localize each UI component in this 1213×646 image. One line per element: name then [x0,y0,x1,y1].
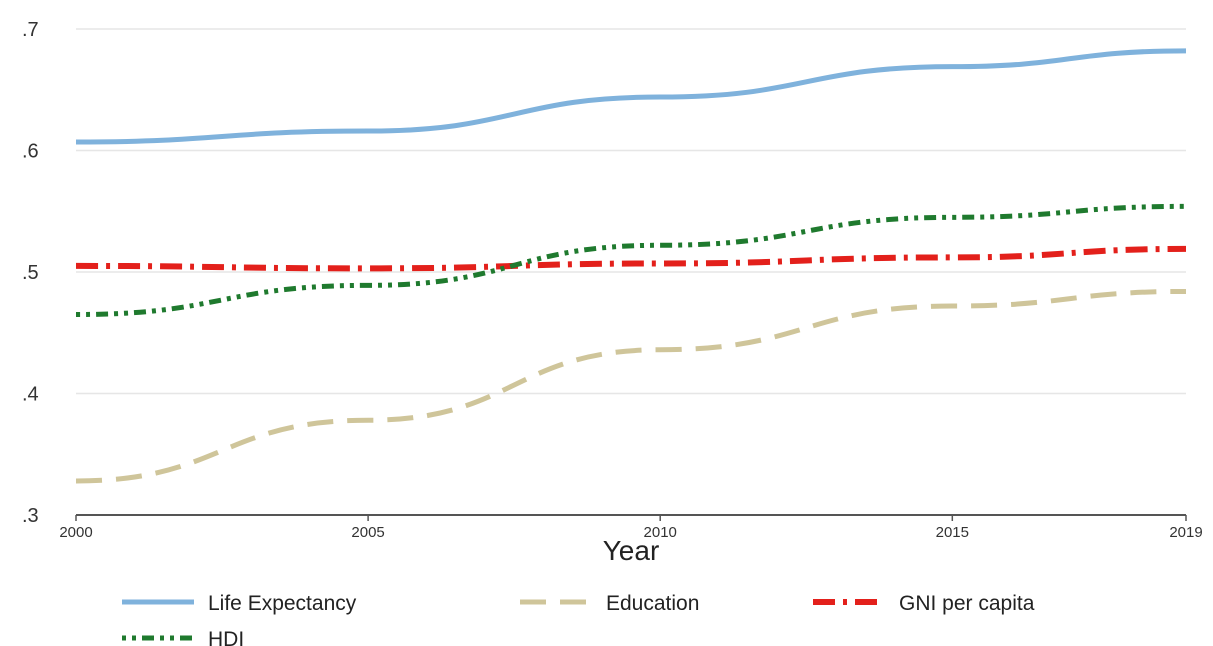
series-line-education [75,288,1187,484]
legend-item: HDI [122,628,244,646]
x-tick-label: 2015 [936,524,969,541]
x-tick-label: 2000 [59,524,92,541]
y-tick-label: .7 [22,19,39,41]
legend-label: Education [606,592,699,615]
series-layer [75,48,1187,484]
series-line-life-expectancy [75,48,1187,145]
legend: Life Expectancy Education GNI per capita HD… [122,592,1035,646]
legend-item: Education [520,592,699,615]
series-line-hdi [75,203,1187,318]
series-line-gni-per-capita [75,245,1187,272]
x-tick-label: 2010 [644,524,677,541]
y-tick-label: .4 [22,384,39,406]
legend-label: HDI [208,628,244,646]
x-tick-label: 2005 [351,524,384,541]
grid-layer [76,28,1186,395]
x-tick-label: 2019 [1169,524,1202,541]
y-tick-label: .5 [22,262,39,284]
legend-label: GNI per capita [899,592,1035,615]
legend-item: Life Expectancy [122,592,357,615]
y-tick-label: .6 [22,141,39,163]
legend-item: GNI per capita [813,592,1035,615]
axis-layer: .3 .4 .5 .6 .7 2000 2005 2010 2015 2019 [22,19,1203,541]
legend-label: Life Expectancy [208,592,357,615]
y-tick-label: .3 [22,505,39,527]
x-axis-title: Year [603,535,660,566]
